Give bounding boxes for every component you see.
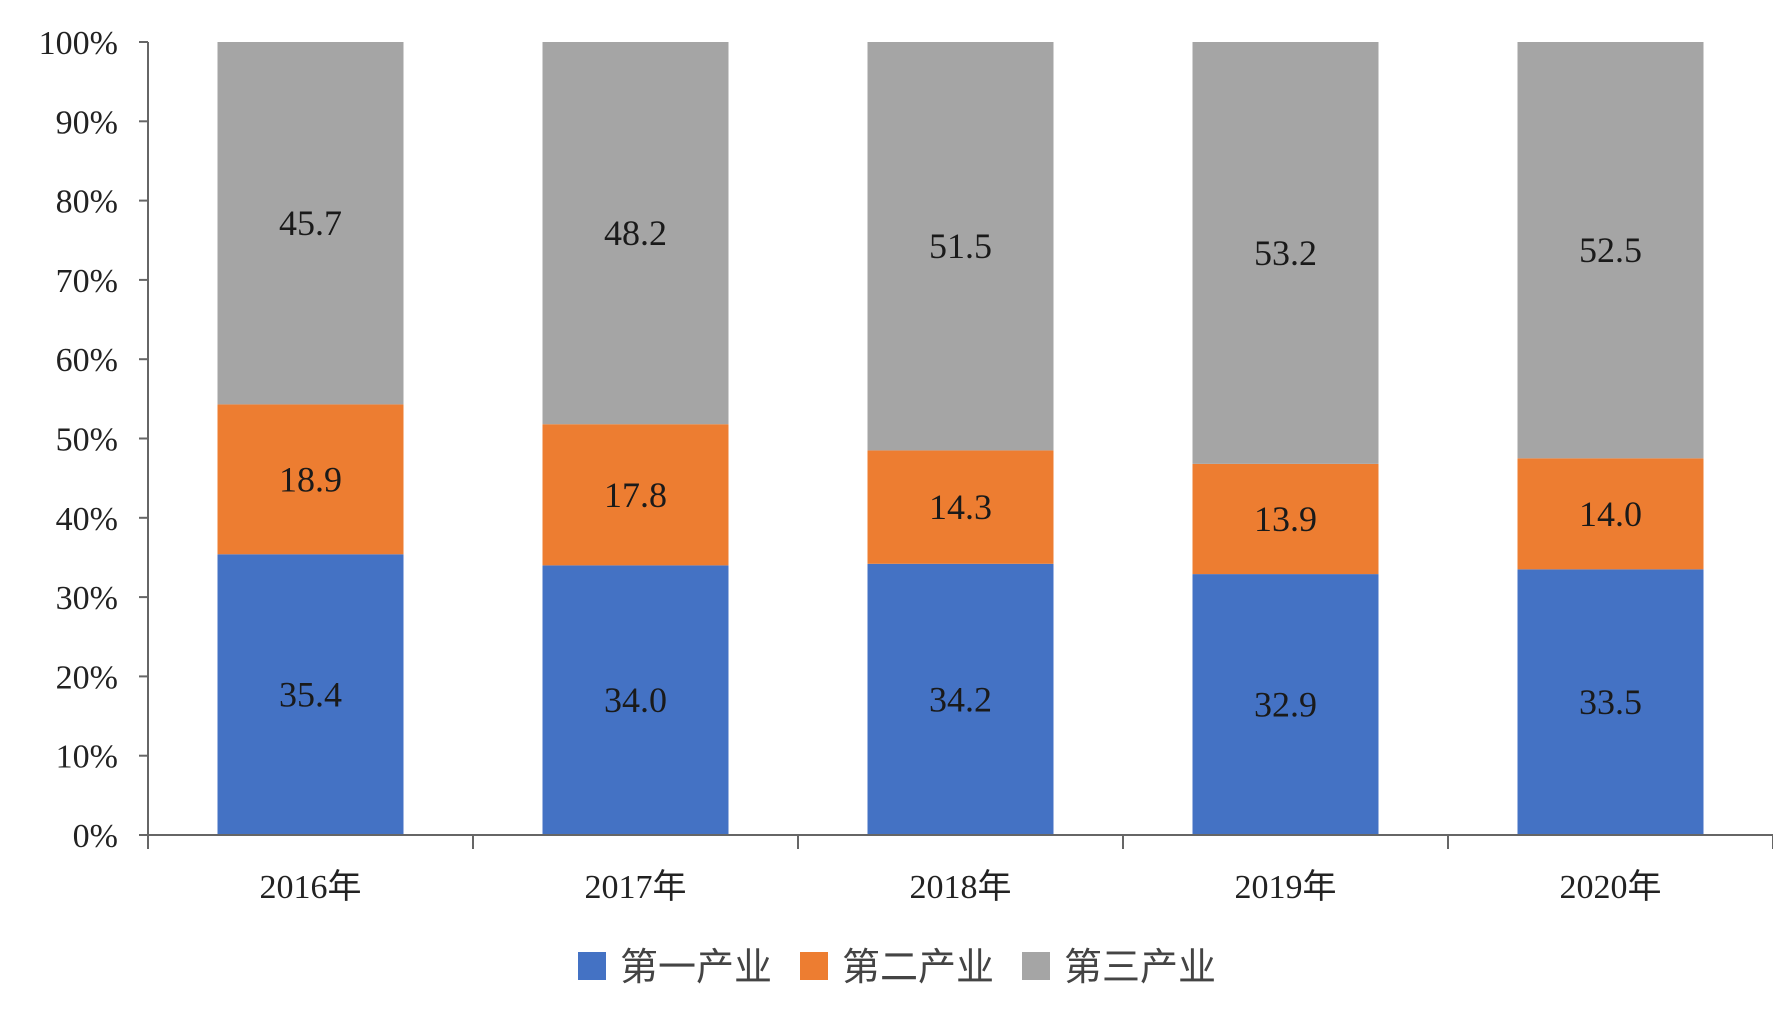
x-tick-label-5: 2020年 — [1560, 868, 1662, 906]
data-label-2-2: 17.8 — [604, 475, 667, 515]
legend-label-1: 第一产业 — [620, 947, 772, 989]
bar-segment-1-5 — [1517, 569, 1704, 835]
bars-layer — [217, 42, 1704, 835]
data-label-1-5: 33.5 — [1579, 682, 1642, 722]
data-label-3-2: 48.2 — [604, 213, 667, 253]
y-tick-label-6: 60% — [56, 342, 118, 379]
x-tick-label-1: 2016年 — [260, 868, 362, 906]
data-label-1-2: 34.0 — [604, 680, 667, 720]
y-tick-label-4: 40% — [56, 501, 118, 538]
data-label-3-1: 45.7 — [279, 203, 342, 243]
data-label-2-5: 14.0 — [1579, 494, 1642, 534]
data-label-3-4: 53.2 — [1254, 233, 1317, 273]
bar-segment-1-4 — [1192, 574, 1379, 835]
axes-layer: 0% 10% 20% 30% 40% 50% 60% 70% 80% 90% 100% 2016年 20… — [39, 25, 1773, 906]
bar-segment-1-1 — [217, 554, 404, 835]
data-label-1-4: 32.9 — [1254, 685, 1317, 725]
legend-swatch-1 — [578, 952, 606, 980]
x-tick-label-4: 2019年 — [1235, 868, 1337, 906]
bar-segment-2-3 — [867, 450, 1054, 564]
y-tick-label-0: 0% — [73, 818, 118, 855]
data-label-2-1: 18.9 — [279, 459, 342, 499]
y-tick-label-9: 90% — [56, 104, 118, 141]
bar-segment-3-1 — [217, 42, 404, 405]
data-label-1-3: 34.2 — [929, 679, 992, 719]
data-label-2-3: 14.3 — [929, 487, 992, 527]
legend-swatch-3 — [1022, 952, 1050, 980]
legend: 第一产业 第二产业 第三产业 — [578, 947, 1216, 989]
data-label-1-1: 35.4 — [279, 675, 342, 715]
y-tick-label-5: 50% — [56, 422, 118, 459]
bar-segment-2-4 — [1192, 463, 1379, 575]
data-label-3-3: 51.5 — [929, 226, 992, 266]
bar-segment-3-4 — [1192, 42, 1379, 464]
y-tick-label-2: 20% — [56, 659, 118, 696]
data-labels-layer: 35.4 18.9 45.7 34.0 17.8 48.2 34.2 14.3 51.5 32.9… — [279, 203, 1642, 724]
y-tick-label-3: 30% — [56, 580, 118, 617]
bar-segment-3-5 — [1517, 42, 1704, 459]
y-tick-label-7: 70% — [56, 263, 118, 300]
bar-segment-1-2 — [542, 565, 729, 835]
bar-segment-3-2 — [542, 42, 729, 425]
data-label-2-4: 13.9 — [1254, 499, 1317, 539]
bar-segment-2-1 — [217, 404, 404, 555]
bar-segment-3-3 — [867, 42, 1054, 451]
bar-segment-2-5 — [1517, 458, 1704, 570]
bar-segment-1-3 — [867, 563, 1054, 835]
data-label-3-5: 52.5 — [1579, 230, 1642, 270]
y-tick-label-10: 100% — [39, 25, 118, 62]
legend-label-3: 第三产业 — [1064, 947, 1216, 989]
y-tick-label-8: 80% — [56, 184, 118, 221]
y-tick-label-1: 10% — [56, 739, 118, 776]
bar-segment-2-2 — [542, 424, 729, 566]
legend-swatch-2 — [800, 952, 828, 980]
x-tick-label-2: 2017年 — [585, 868, 687, 906]
legend-label-2: 第二产业 — [842, 947, 994, 989]
x-tick-label-3: 2018年 — [910, 868, 1012, 906]
